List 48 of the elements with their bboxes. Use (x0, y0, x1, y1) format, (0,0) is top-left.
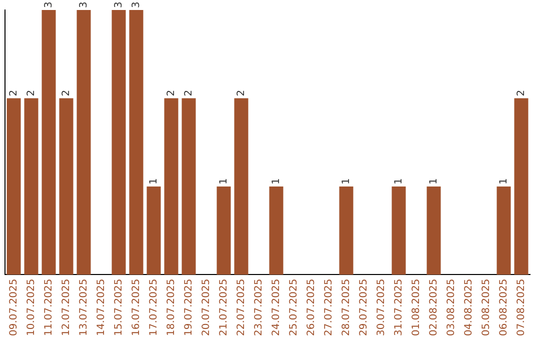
x-tick-label: 22.07.2025 (236, 278, 247, 336)
data-label: 2 (60, 90, 72, 96)
data-label: 1 (428, 178, 440, 184)
data-label: 3 (113, 2, 124, 8)
data-label: 2 (236, 90, 247, 96)
x-tick-label: 18.07.2025 (166, 278, 177, 336)
x-tick-label: 16.07.2025 (130, 278, 142, 336)
x-tick-label: 02.08.2025 (428, 278, 440, 336)
data-label: 3 (130, 2, 142, 8)
data-label: 1 (148, 178, 160, 184)
x-tick-label: 24.07.2025 (270, 278, 282, 336)
data-label: 3 (78, 2, 90, 8)
x-tick-label: 05.08.2025 (480, 278, 492, 336)
x-tick-label: 20.07.2025 (200, 278, 212, 336)
x-tick-label: 10.07.2025 (26, 278, 37, 336)
x-tick-label: 21.07.2025 (218, 278, 230, 336)
x-tick-label: 17.07.2025 (148, 278, 160, 336)
x-tick-label: 13.07.2025 (78, 278, 90, 336)
x-tick-label: 28.07.2025 (340, 278, 352, 336)
data-label: 1 (393, 178, 404, 184)
x-tick-label: 30.07.2025 (376, 278, 387, 336)
x-tick-label: 26.07.2025 (306, 278, 317, 336)
data-label: 1 (218, 178, 230, 184)
x-tick-label: 11.07.2025 (43, 278, 54, 336)
x-tick-label: 27.07.2025 (323, 278, 334, 336)
data-label: 2 (516, 90, 527, 96)
data-label: 3 (43, 2, 54, 8)
data-label: 1 (270, 178, 282, 184)
x-tick-label: 31.07.2025 (393, 278, 404, 336)
data-label: 1 (498, 178, 510, 184)
x-tick-label: 19.07.2025 (183, 278, 194, 336)
x-tick-label: 15.07.2025 (113, 278, 124, 336)
data-label: 2 (183, 90, 194, 96)
x-tick-label: 09.07.2025 (8, 278, 20, 336)
data-label: 1 (340, 178, 352, 184)
x-tick-label: 29.07.2025 (358, 278, 370, 336)
data-label: 2 (166, 90, 177, 96)
x-tick-label: 03.08.2025 (446, 278, 457, 336)
data-label: 2 (8, 90, 20, 96)
x-tick-label: 25.07.2025 (288, 278, 300, 336)
x-tick-label: 07.08.2025 (516, 278, 527, 336)
data-label: 2 (26, 90, 37, 96)
x-tick-label: 01.08.2025 (410, 278, 422, 336)
x-tick-label: 12.07.2025 (60, 278, 72, 336)
x-tick-label: 14.07.2025 (96, 278, 107, 336)
x-tick-label: 23.07.2025 (253, 278, 264, 336)
x-tick-label: 04.08.2025 (463, 278, 474, 336)
x-tick-label: 06.08.2025 (498, 278, 510, 336)
